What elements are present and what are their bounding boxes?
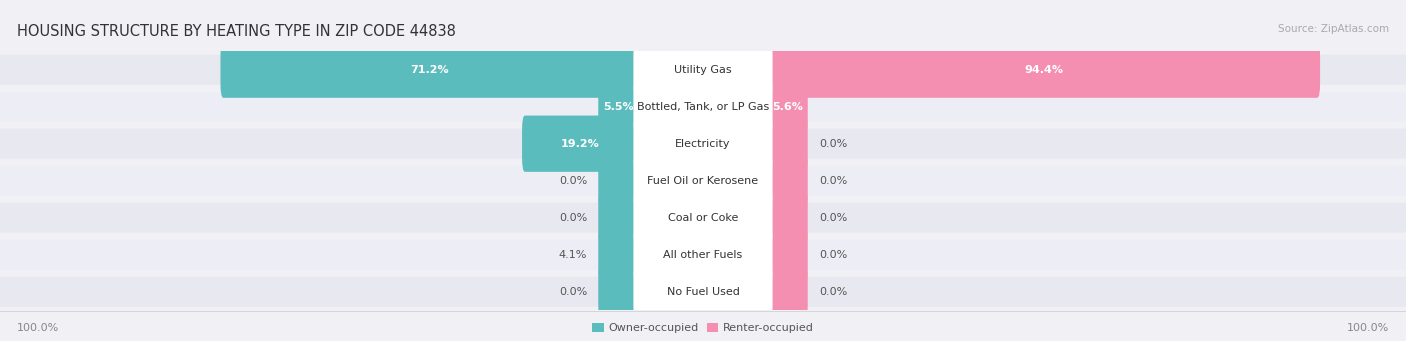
FancyBboxPatch shape <box>768 42 1320 98</box>
FancyBboxPatch shape <box>0 166 1406 196</box>
Text: 0.0%: 0.0% <box>818 287 848 297</box>
Text: Bottled, Tank, or LP Gas: Bottled, Tank, or LP Gas <box>637 102 769 112</box>
FancyBboxPatch shape <box>0 129 1406 159</box>
Text: 71.2%: 71.2% <box>411 65 449 75</box>
Text: 0.0%: 0.0% <box>818 213 848 223</box>
FancyBboxPatch shape <box>633 42 773 98</box>
FancyBboxPatch shape <box>221 42 638 98</box>
FancyBboxPatch shape <box>768 116 807 172</box>
Text: 0.0%: 0.0% <box>558 176 588 186</box>
FancyBboxPatch shape <box>768 227 807 283</box>
Text: All other Fuels: All other Fuels <box>664 250 742 260</box>
Text: 0.0%: 0.0% <box>558 287 588 297</box>
FancyBboxPatch shape <box>768 152 807 209</box>
Text: 0.0%: 0.0% <box>818 176 848 186</box>
Text: Fuel Oil or Kerosene: Fuel Oil or Kerosene <box>647 176 759 186</box>
Text: HOUSING STRUCTURE BY HEATING TYPE IN ZIP CODE 44838: HOUSING STRUCTURE BY HEATING TYPE IN ZIP… <box>17 24 456 39</box>
FancyBboxPatch shape <box>768 190 807 246</box>
FancyBboxPatch shape <box>633 227 773 283</box>
FancyBboxPatch shape <box>599 190 640 246</box>
Text: Coal or Coke: Coal or Coke <box>668 213 738 223</box>
FancyBboxPatch shape <box>768 264 807 320</box>
Text: 5.5%: 5.5% <box>603 102 634 112</box>
FancyBboxPatch shape <box>0 277 1406 307</box>
FancyBboxPatch shape <box>633 190 773 246</box>
Text: 0.0%: 0.0% <box>818 139 848 149</box>
FancyBboxPatch shape <box>0 55 1406 85</box>
FancyBboxPatch shape <box>599 78 640 135</box>
FancyBboxPatch shape <box>0 240 1406 270</box>
FancyBboxPatch shape <box>599 227 640 283</box>
FancyBboxPatch shape <box>0 203 1406 233</box>
FancyBboxPatch shape <box>633 78 773 135</box>
Text: 4.1%: 4.1% <box>558 250 588 260</box>
FancyBboxPatch shape <box>599 264 640 320</box>
FancyBboxPatch shape <box>599 152 640 209</box>
Text: 19.2%: 19.2% <box>561 139 600 149</box>
FancyBboxPatch shape <box>633 116 773 172</box>
FancyBboxPatch shape <box>522 116 640 172</box>
Text: Utility Gas: Utility Gas <box>675 65 731 75</box>
Text: No Fuel Used: No Fuel Used <box>666 287 740 297</box>
FancyBboxPatch shape <box>0 92 1406 122</box>
FancyBboxPatch shape <box>633 264 773 320</box>
Text: 0.0%: 0.0% <box>818 250 848 260</box>
Text: Source: ZipAtlas.com: Source: ZipAtlas.com <box>1278 24 1389 34</box>
FancyBboxPatch shape <box>633 152 773 209</box>
Text: 5.6%: 5.6% <box>772 102 803 112</box>
Text: Electricity: Electricity <box>675 139 731 149</box>
FancyBboxPatch shape <box>768 78 807 135</box>
Legend: Owner-occupied, Renter-occupied: Owner-occupied, Renter-occupied <box>588 318 818 338</box>
Text: 100.0%: 100.0% <box>1347 323 1389 333</box>
Text: 100.0%: 100.0% <box>17 323 59 333</box>
Text: 0.0%: 0.0% <box>558 213 588 223</box>
Text: 94.4%: 94.4% <box>1024 65 1063 75</box>
